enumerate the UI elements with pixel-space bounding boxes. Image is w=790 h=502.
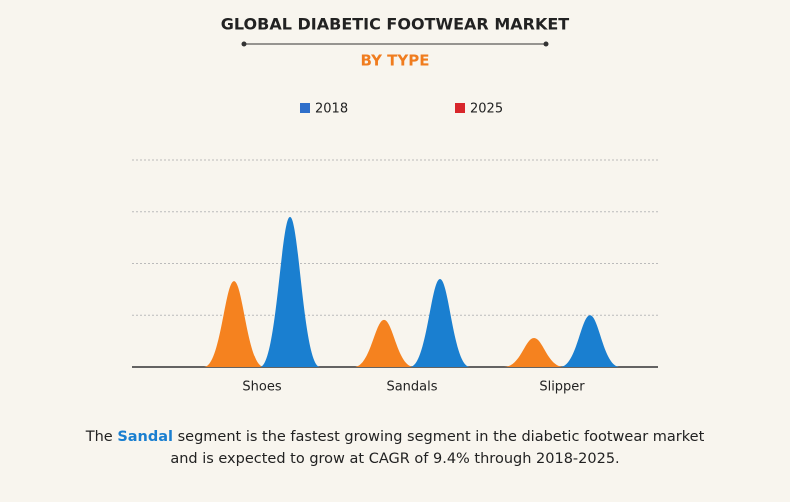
peak: [260, 216, 320, 367]
legend-swatch: [300, 103, 310, 113]
footer-text: The: [85, 429, 118, 445]
footer-line: The Sandal segment is the fastest growin…: [85, 429, 705, 445]
rule-dot: [543, 41, 549, 47]
legend-swatch: [455, 103, 465, 113]
legend-label: 2025: [470, 102, 503, 117]
peak: [204, 281, 264, 367]
footer-line: and is expected to grow at CAGR of 9.4% …: [170, 451, 619, 467]
footer-text: segment is the fastest growing segment i…: [173, 429, 705, 445]
x-tick-label: Sandals: [386, 380, 437, 395]
rule-dot: [241, 41, 247, 47]
chart-subtitle: BY TYPE: [360, 52, 429, 70]
peak: [354, 319, 414, 367]
peak: [504, 338, 564, 367]
legend-label: 2018: [315, 102, 348, 117]
footer-highlight: Sandal: [117, 429, 173, 445]
peak: [410, 279, 470, 367]
x-tick-label: Slipper: [539, 380, 585, 395]
x-tick-label: Shoes: [242, 380, 281, 395]
chart-title: GLOBAL DIABETIC FOOTWEAR MARKET: [221, 15, 569, 34]
peak: [560, 315, 620, 367]
